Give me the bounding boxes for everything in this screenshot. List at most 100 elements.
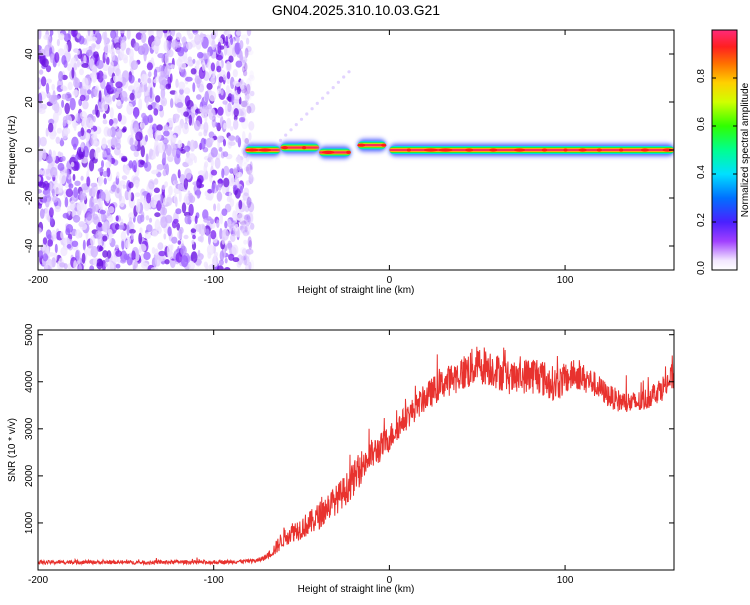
snr-y-ticks: 1000 2000 3000 4000 5000 [24,323,674,534]
noise-blob [132,264,136,270]
noise-blob [175,78,179,89]
noise-blob [245,248,254,255]
noise-blob [98,90,102,103]
noise-blob [210,158,214,168]
noise-blob [134,108,139,120]
noise-blob [205,170,209,180]
noise-blob [143,251,151,261]
noise-blob [231,244,239,256]
snr-x-ticks: -200 -100 0 100 [28,330,574,586]
noise-blob [106,148,111,156]
noise-blob [49,30,54,36]
noise-blob [206,244,215,256]
noise-blob [97,175,104,185]
noise-blob [227,174,235,187]
noise-blob [222,151,229,158]
noise-blob [247,197,253,206]
noise-blob [50,95,58,105]
noise-blob [74,180,81,186]
noise-blob [60,231,64,239]
noise-blob [38,250,44,259]
noise-blob [73,77,81,89]
noise-blob [194,33,201,46]
noise-blob [125,239,130,249]
noise-blob [171,39,178,50]
noise-blob [111,51,116,61]
snr-x-tick-label: 0 [387,575,393,586]
noise-blob [51,83,55,91]
noise-blob [42,149,47,160]
noise-blob [227,135,236,141]
noise-blob [87,89,92,95]
noise-blob [50,166,58,178]
noise-blob [166,244,173,257]
noise-blob [58,33,65,41]
noise-blob [73,187,78,198]
noise-blob [165,144,172,157]
noise-blob [156,124,163,131]
noise-blob [154,248,159,256]
noise-blob [249,70,254,80]
noise-blob [89,58,95,70]
noise-blob [158,74,166,85]
noise-blob [196,178,202,189]
noise-blob [227,102,232,113]
noise-blob [211,181,215,194]
noise-blob [238,199,243,210]
noise-blob [86,212,92,221]
noise-blob [42,237,48,245]
snr-x-axis-label: Height of straight line (km) [298,584,415,595]
snr-y-tick-label: 3000 [24,417,35,440]
noise-blob [45,65,52,73]
noise-blob [163,68,168,77]
noise-blob [139,30,147,34]
noise-blob [239,40,244,50]
noise-blob [69,97,76,111]
noise-blob [147,114,153,124]
colorbar-tick-label: 0.2 [696,213,707,227]
noise-blob [162,151,167,164]
noise-blob [235,135,240,143]
noise-blob [206,216,212,221]
figure-title: GN04.2025.310.10.03.G21 [272,2,440,18]
noise-blob [227,218,232,226]
noise-blob [42,253,49,262]
noise-blob [226,85,230,94]
noise-blob [246,163,253,175]
noise-blob [75,153,79,163]
noise-blob [169,73,173,83]
noise-blob [60,246,68,257]
noise-blob [224,257,228,264]
noise-blob [244,226,248,233]
noise-blob [218,259,224,266]
noise-blob [96,258,104,270]
noise-blob [56,39,61,47]
noise-blob [86,176,91,187]
noise-blob [114,244,119,249]
noise-blob [326,91,330,95]
ridge-hotspot [406,148,411,152]
noise-blob [175,32,182,40]
noise-blob [221,168,225,179]
noise-blob [46,78,52,84]
noise-blob [81,63,89,68]
snr-y-tick-label: 2000 [24,464,35,487]
noise-blob [89,36,98,42]
noise-blob [130,144,138,152]
noise-blob [164,214,173,224]
snr-x-tick-label: 100 [557,575,574,586]
noise-blob [106,250,112,259]
noise-blob [76,201,84,212]
noise-blob [75,250,80,262]
noise-blob [178,190,182,203]
noise-blob [167,41,172,50]
noise-blob [244,138,249,144]
noise-blob [170,98,174,109]
noise-blob [61,93,68,100]
noise-blob [163,197,167,206]
noise-blob [128,85,133,92]
noise-blob [42,260,47,266]
noise-blob [228,253,235,261]
noise-blob [48,122,54,133]
noise-blob [115,47,121,54]
